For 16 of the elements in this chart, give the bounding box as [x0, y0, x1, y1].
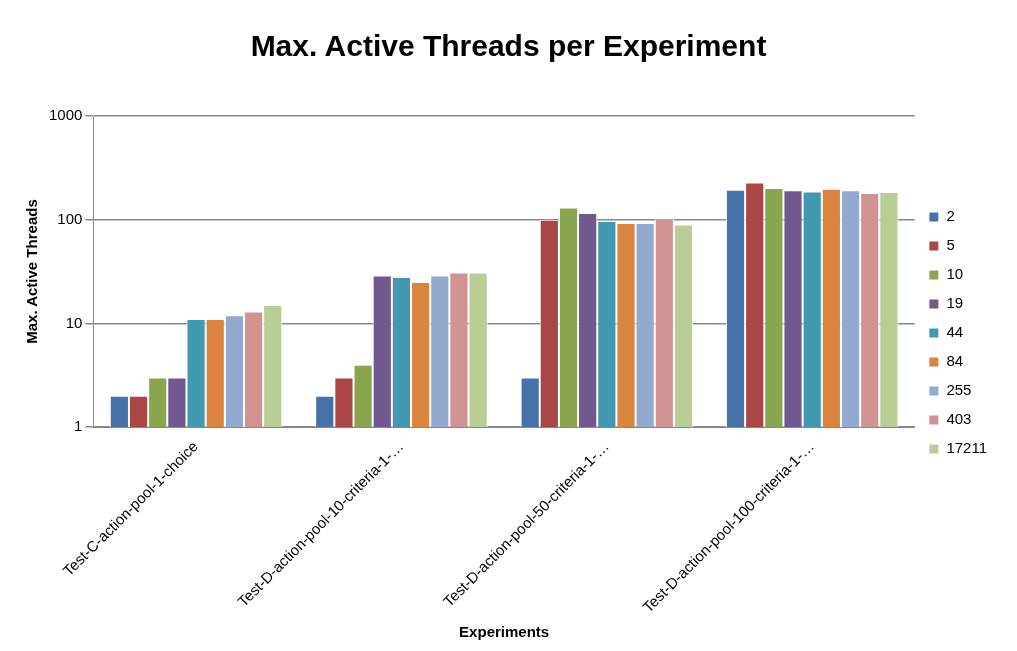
chart-title: Max. Active Threads per Experiment	[250, 29, 767, 63]
legend-label: 5	[946, 236, 955, 254]
legend-label: 403	[946, 410, 972, 428]
y-axis-title: Max. Active Threads	[23, 199, 41, 344]
legend-label: 19	[946, 294, 964, 312]
y-tick-label: 1000	[48, 106, 83, 124]
y-tick-label: 1	[74, 417, 83, 435]
y-tick-label: 100	[57, 209, 83, 227]
legend-label: 17211	[946, 439, 988, 457]
y-tick-label: 10	[65, 313, 83, 331]
legend-label: 2	[946, 207, 955, 225]
legend-label: 84	[946, 352, 964, 370]
x-axis-title: Experiments	[459, 623, 550, 641]
legend-label: 255	[946, 381, 972, 399]
legend-label: 44	[946, 323, 964, 341]
legend-label: 10	[946, 265, 964, 283]
